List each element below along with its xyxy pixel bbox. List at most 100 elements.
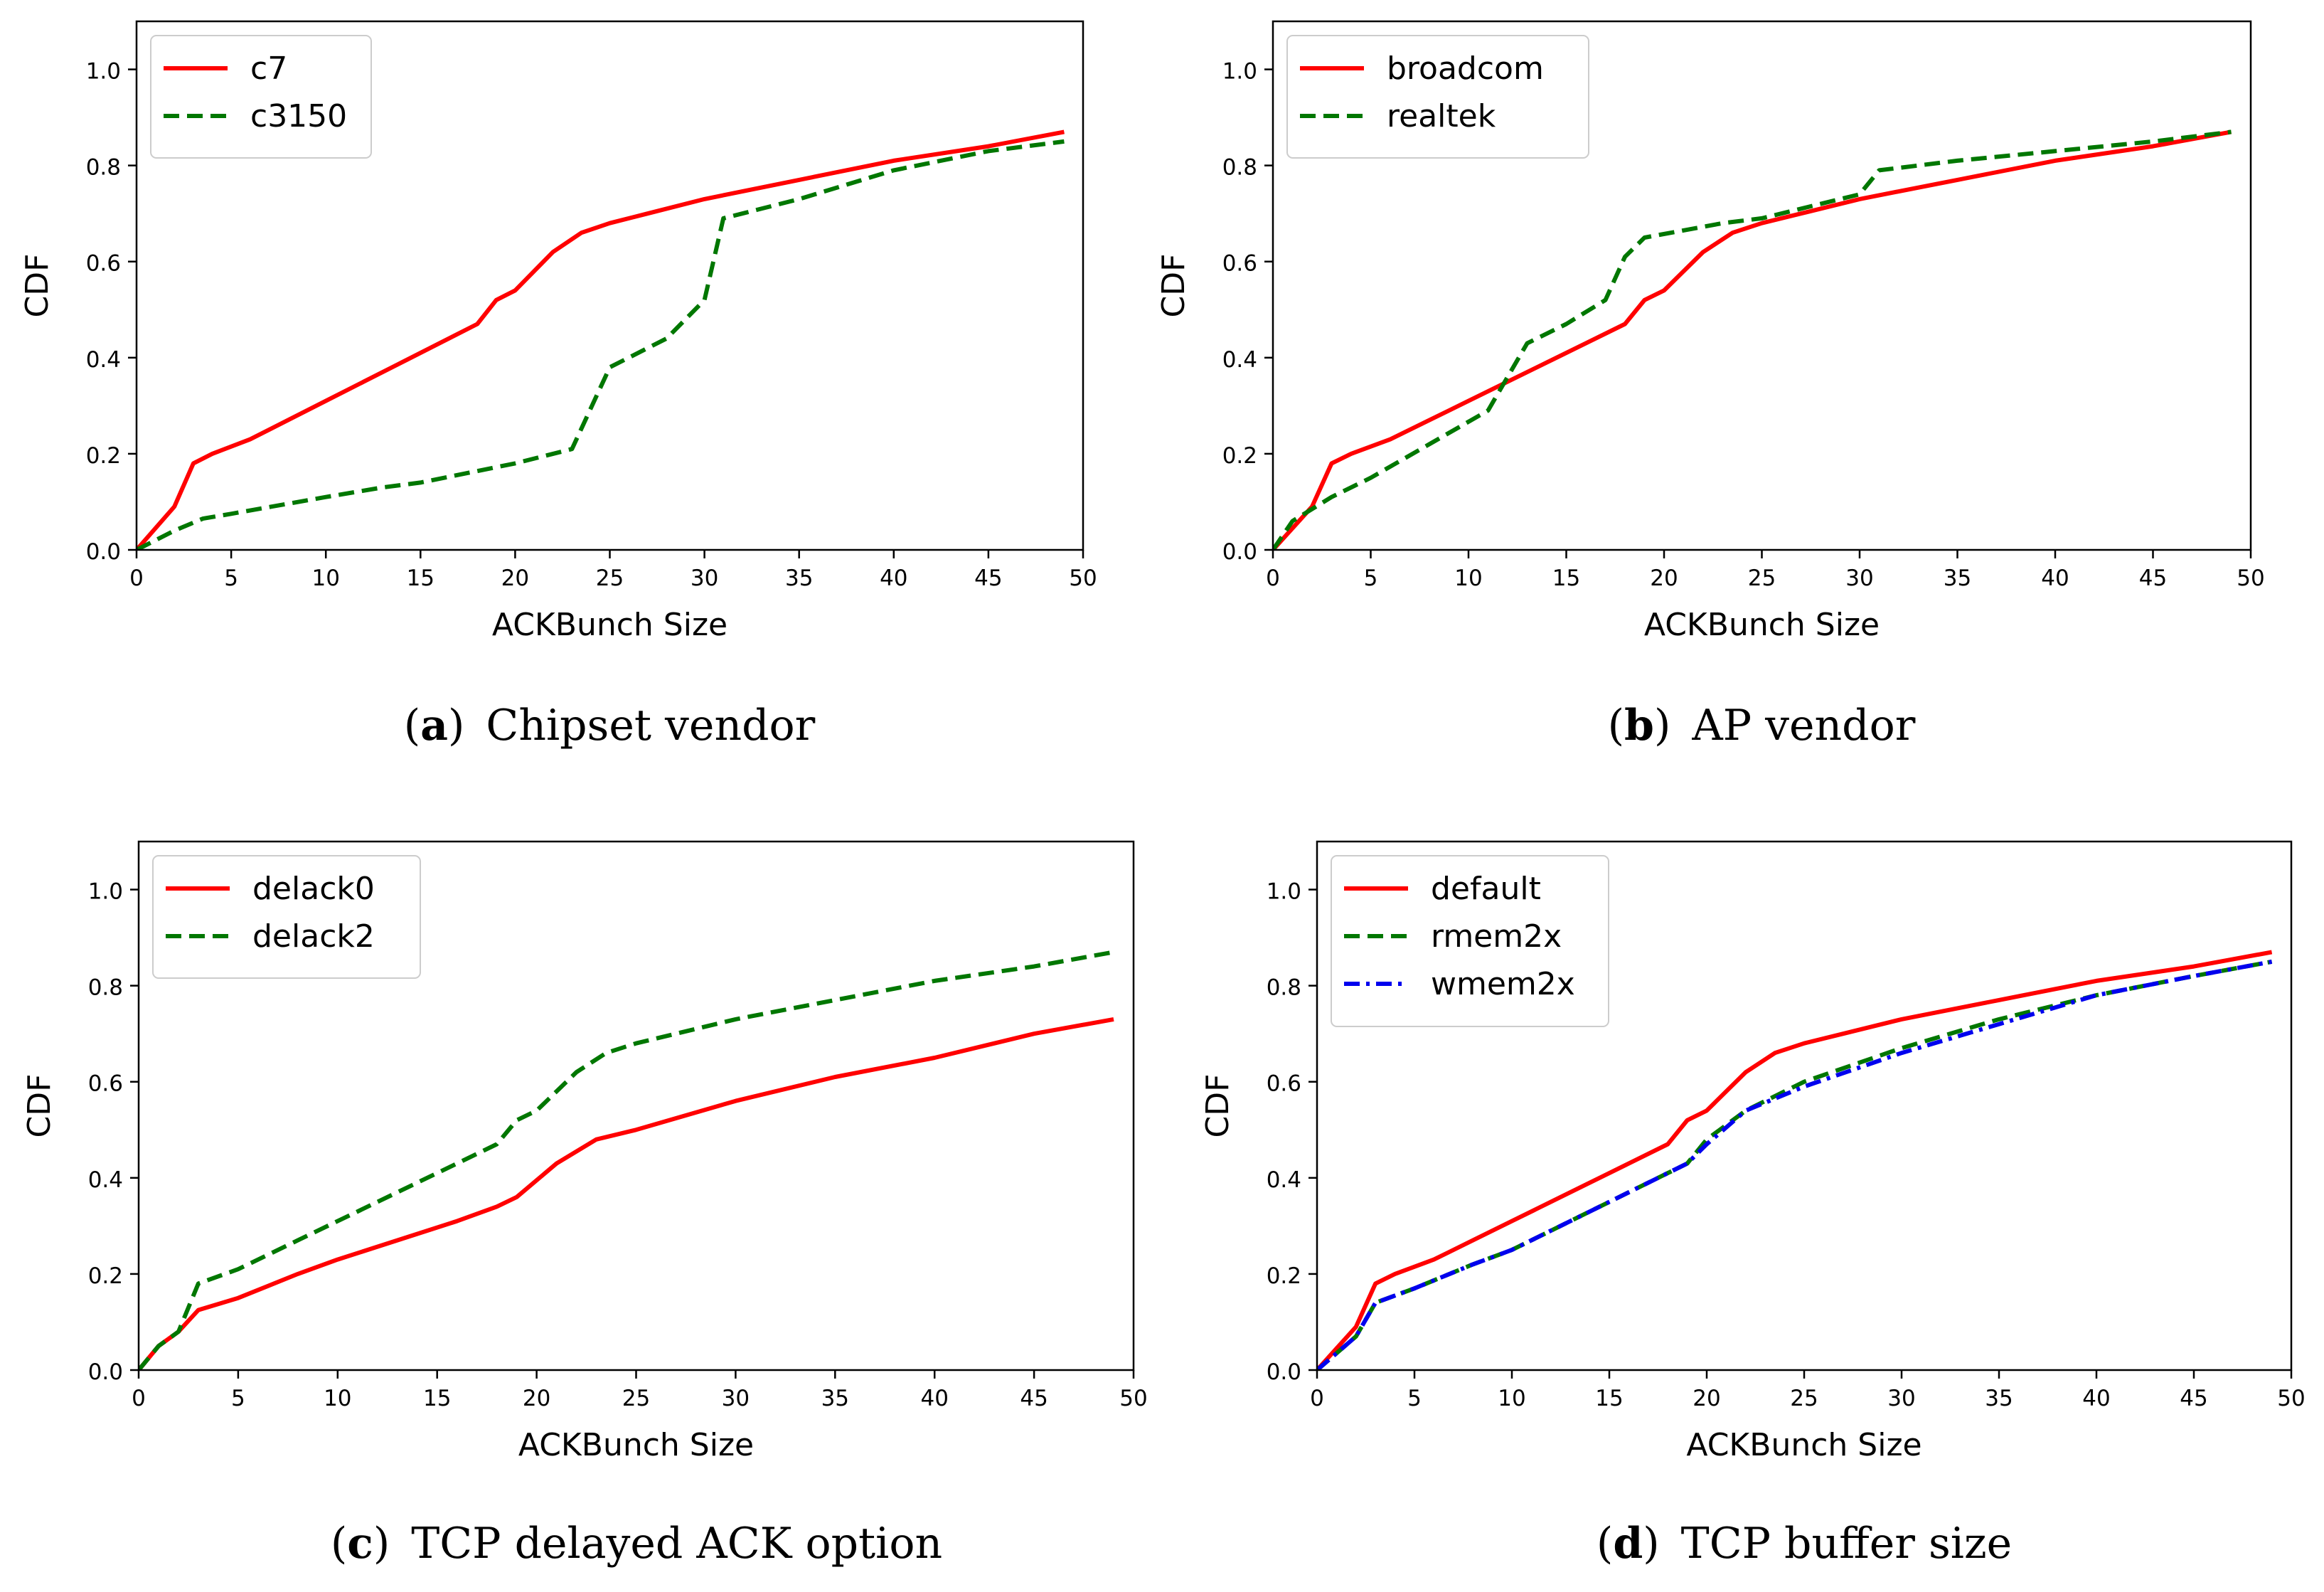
y-tick-label: 0.2	[86, 443, 121, 469]
x-tick-label: 50	[2237, 566, 2264, 591]
y-tick-label: 0.6	[86, 251, 121, 277]
series-line-c7	[137, 129, 1065, 550]
legend-label-broadcom: broadcom	[1387, 51, 1544, 87]
y-tick-label: 0.0	[88, 1359, 123, 1385]
x-tick-label: 15	[1595, 1386, 1623, 1411]
x-tick-label: 35	[1985, 1386, 2013, 1411]
x-tick-label: 45	[2139, 566, 2167, 591]
legend: default rmem2x wmem2x	[1331, 855, 1609, 1027]
x-tick-label: 35	[821, 1386, 849, 1411]
y-tick-label: 1.0	[88, 879, 123, 905]
y-axis-label: CDF	[21, 1074, 58, 1138]
x-tick-label: 40	[920, 1386, 948, 1411]
panel-caption: (d) TCP buffer size	[1597, 1519, 2012, 1569]
y-tick-label: 0.2	[1267, 1263, 1301, 1289]
series-line-c3150	[137, 139, 1065, 550]
chart-panel-a: 0 5 10 15 20 25 30 35 40 45 50 0.0 0.2 0.4 0.6 0.8 1.0 AC…	[19, 20, 1097, 750]
y-tick-label: 0.4	[1222, 347, 1257, 373]
x-tick-label: 5	[1364, 566, 1378, 591]
series-line-delack2	[139, 950, 1114, 1370]
x-tick-label: 0	[132, 1386, 146, 1411]
x-tick-label: 15	[1552, 566, 1580, 591]
chart-panel-b: 0 5 10 15 20 25 30 35 40 45 50 0.0 0.2 0.4 0.6 0.8 1.0 AC…	[1156, 20, 2265, 750]
y-tick-label: 0.4	[88, 1167, 123, 1193]
legend-label-c3150: c3150	[250, 98, 347, 134]
legend-label-default: default	[1431, 871, 1541, 907]
chart-panel-d: 0 5 10 15 20 25 30 35 40 45 50 0.0 0.2 0.4 0.6 0.8 1.0 AC…	[1200, 840, 2306, 1569]
x-tick-label: 30	[1845, 566, 1873, 591]
y-tick-label: 0.0	[1267, 1359, 1301, 1385]
y-tick-label: 0.0	[86, 539, 121, 565]
y-tick-label: 0.2	[88, 1263, 123, 1289]
legend: delack0 delack2	[152, 855, 421, 979]
legend-label-delack0: delack0	[252, 871, 375, 907]
y-tick-label: 0.6	[1267, 1071, 1301, 1097]
legend-label-delack2: delack2	[252, 918, 375, 955]
x-tick-label: 15	[423, 1386, 451, 1411]
x-tick-label: 10	[1498, 1386, 1525, 1411]
series-line-broadcom	[1273, 129, 2232, 550]
x-tick-label: 10	[324, 1386, 351, 1411]
x-tick-label: 5	[1407, 1386, 1422, 1411]
x-tick-label: 50	[1069, 566, 1097, 591]
x-axis-label: ACKBunch Size	[492, 607, 727, 643]
x-tick-label: 25	[622, 1386, 650, 1411]
x-tick-label: 0	[129, 566, 144, 591]
x-tick-label: 40	[880, 566, 907, 591]
y-tick-label: 0.0	[1222, 539, 1257, 565]
y-tick-label: 1.0	[1267, 879, 1301, 905]
x-tick-label: 0	[1266, 566, 1280, 591]
panel-caption: (c) TCP delayed ACK option	[331, 1519, 942, 1569]
x-tick-label: 35	[785, 566, 813, 591]
panel-caption: (b) AP vendor	[1608, 701, 1916, 750]
x-tick-label: 25	[1790, 1386, 1818, 1411]
x-axis-label: ACKBunch Size	[518, 1427, 754, 1463]
x-tick-label: 20	[1650, 566, 1678, 591]
x-tick-label: 0	[1310, 1386, 1324, 1411]
y-tick-label: 0.8	[1267, 975, 1301, 1001]
x-tick-label: 50	[1119, 1386, 1147, 1411]
x-tick-label: 40	[2041, 566, 2069, 591]
x-tick-label: 30	[1887, 1386, 1915, 1411]
x-tick-label: 20	[523, 1386, 550, 1411]
legend: c7 c3150	[150, 35, 372, 159]
x-axis-label: ACKBunch Size	[1644, 607, 1880, 643]
x-tick-label: 35	[1944, 566, 1971, 591]
x-tick-label: 15	[407, 566, 435, 591]
legend-label-c7: c7	[250, 51, 287, 87]
legend-label-rmem2x: rmem2x	[1431, 918, 1562, 955]
y-tick-label: 0.2	[1222, 443, 1257, 469]
x-tick-label: 40	[2082, 1386, 2110, 1411]
y-tick-label: 1.0	[86, 59, 121, 85]
series-line-delack0	[139, 1017, 1114, 1370]
x-tick-label: 25	[1748, 566, 1776, 591]
y-tick-label: 1.0	[1222, 59, 1257, 85]
x-tick-label: 30	[722, 1386, 750, 1411]
x-tick-label: 45	[2180, 1386, 2207, 1411]
y-tick-label: 0.8	[86, 155, 121, 181]
x-tick-label: 45	[1020, 1386, 1048, 1411]
chart-panel-c: 0 5 10 15 20 25 30 35 40 45 50 0.0 0.2 0.4 0.6 0.8 1.0 AC…	[21, 840, 1148, 1569]
legend-label-wmem2x: wmem2x	[1431, 966, 1575, 1002]
legend: broadcom realtek	[1286, 35, 1589, 159]
y-tick-label: 0.4	[1267, 1167, 1301, 1193]
y-tick-label: 0.6	[88, 1071, 123, 1097]
legend-label-realtek: realtek	[1387, 98, 1496, 134]
x-tick-label: 5	[231, 1386, 245, 1411]
x-tick-label: 10	[311, 566, 339, 591]
y-axis-label: CDF	[1156, 254, 1192, 318]
panel-caption: (a) Chipset vendor	[404, 701, 816, 750]
series-line-wmem2x	[1317, 959, 2273, 1370]
y-tick-label: 0.6	[1222, 251, 1257, 277]
x-tick-label: 20	[1693, 1386, 1720, 1411]
y-tick-label: 0.4	[86, 347, 121, 373]
x-tick-label: 25	[596, 566, 624, 591]
y-axis-label: CDF	[1200, 1074, 1236, 1138]
series-line-rmem2x	[1317, 959, 2273, 1370]
y-axis-label: CDF	[19, 254, 55, 318]
x-axis-label: ACKBunch Size	[1686, 1427, 1921, 1463]
x-tick-label: 45	[974, 566, 1002, 591]
series-line-default	[1317, 950, 2273, 1370]
x-tick-label: 20	[501, 566, 529, 591]
